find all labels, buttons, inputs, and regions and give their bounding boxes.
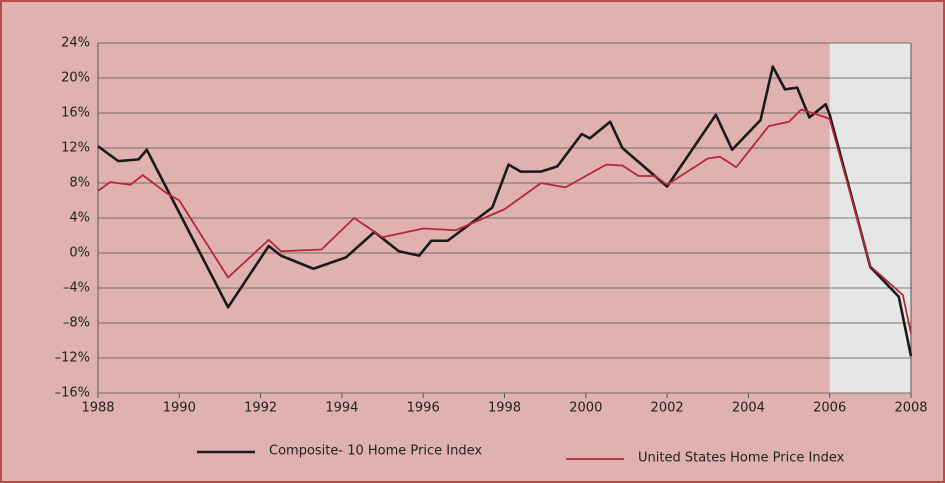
x-tick-label: 1994: [325, 401, 358, 416]
x-tick-label: 2006: [813, 401, 846, 416]
x-tick-label: 2002: [651, 401, 684, 416]
y-tick-label: 16%: [61, 106, 90, 121]
y-tick-label: –8%: [63, 316, 90, 331]
y-tick-label: 4%: [69, 211, 90, 226]
y-tick-label: 12%: [61, 141, 90, 156]
series-line: [97, 108, 912, 334]
y-tick-label: 20%: [61, 71, 90, 86]
x-tick-label: 1998: [488, 401, 521, 416]
x-tick-label: 2000: [569, 401, 602, 416]
y-tick-label: 8%: [69, 176, 90, 191]
y-tick-label: 0%: [69, 246, 90, 261]
x-tick-label: 2004: [732, 401, 765, 416]
series-line: [97, 65, 913, 357]
legend-label: United States Home Price Index: [638, 451, 845, 466]
y-tick-label: –4%: [63, 281, 90, 296]
x-tick-label: 2008: [894, 401, 927, 416]
x-tick-label: 1992: [244, 401, 277, 416]
y-tick-label: –12%: [55, 351, 90, 366]
y-tick-label: 24%: [61, 36, 90, 51]
y-tick-label: –16%: [55, 386, 90, 401]
x-tick-label: 1996: [407, 401, 440, 416]
x-tick-label: 1990: [163, 401, 196, 416]
x-tick-label: 1988: [81, 401, 114, 416]
legend-label: Composite- 10 Home Price Index: [269, 444, 482, 459]
